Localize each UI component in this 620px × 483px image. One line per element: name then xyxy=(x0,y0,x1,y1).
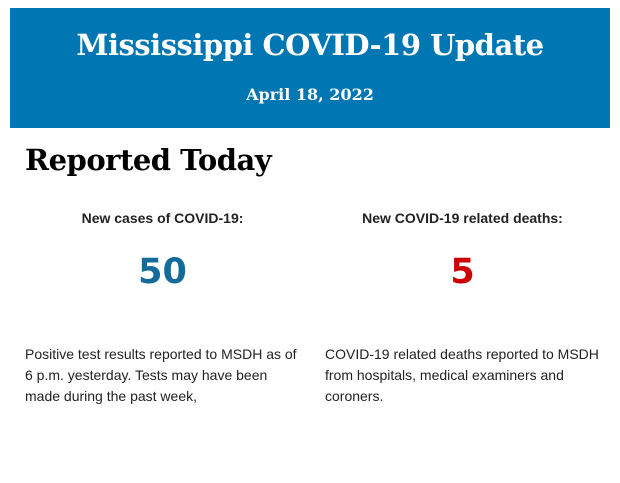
report-date: April 18, 2022 xyxy=(246,85,374,104)
new-cases-value: 50 xyxy=(138,252,187,292)
new-cases-label: New cases of COVID-19: xyxy=(81,210,244,226)
new-deaths-label: New COVID-19 related deaths: xyxy=(362,210,563,226)
section-heading: Reported Today xyxy=(25,143,272,177)
new-deaths-value: 5 xyxy=(450,252,475,292)
page-title: Mississippi COVID-19 Update xyxy=(76,28,544,62)
new-deaths-description: COVID-19 related deaths reported to MSDH… xyxy=(325,346,599,404)
header-banner: Mississippi COVID-19 Update April 18, 20… xyxy=(10,8,610,128)
new-cases-stat: New cases of COVID-19: 50 Positive test … xyxy=(25,210,300,404)
new-deaths-stat: New COVID-19 related deaths: 5 COVID-19 … xyxy=(325,210,600,404)
new-cases-description: Positive test results reported to MSDH a… xyxy=(25,346,297,404)
